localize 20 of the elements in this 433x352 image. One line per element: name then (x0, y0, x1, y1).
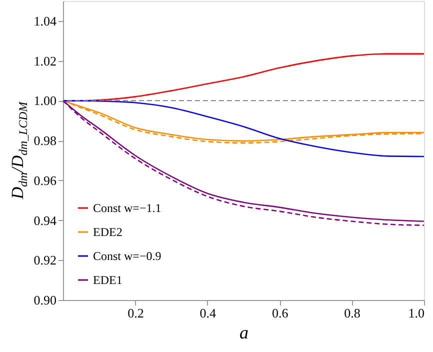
legend-label: Const w=−0.9 (93, 249, 162, 263)
legend-label: Const w=−1.1 (93, 201, 162, 215)
y-axis-title: Ddm/Ddm_LCDM (8, 100, 30, 200)
x-tick-label: 0.4 (200, 306, 217, 320)
x-tick-label: 1.0 (408, 306, 424, 320)
legend-label: EDE2 (93, 225, 122, 239)
y-tick-label: 1.00 (34, 93, 56, 108)
x-axis-title: a (240, 322, 248, 342)
y-tick-label: 0.98 (34, 133, 56, 148)
line-series (62, 100, 425, 158)
x-tick-label: 0.6 (272, 306, 289, 320)
y-tick-label: 0.94 (34, 212, 57, 228)
y-tick-label: 0.90 (34, 292, 56, 308)
y-tick-label: 1.04 (34, 13, 57, 28)
legend-label: EDE1 (93, 273, 122, 287)
x-tick-label: 0.2 (128, 306, 144, 320)
x-tick-label: 0.8 (344, 306, 360, 320)
y-tick-label: 0.96 (34, 172, 57, 188)
y-tick-label: 0.92 (34, 252, 56, 268)
y-tick-label: 1.02 (34, 53, 56, 68)
